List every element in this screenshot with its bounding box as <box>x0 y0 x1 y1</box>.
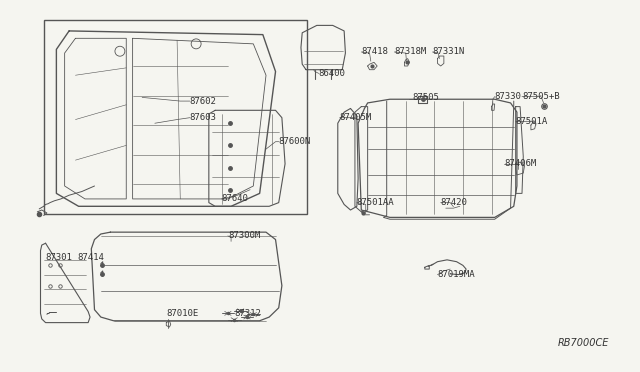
Text: 87331N: 87331N <box>433 48 465 57</box>
Text: 87640: 87640 <box>221 195 248 203</box>
Text: RB7000CE: RB7000CE <box>557 338 609 348</box>
Text: 87318M: 87318M <box>394 48 427 57</box>
Text: 87301: 87301 <box>45 253 72 263</box>
Text: 87505+B: 87505+B <box>522 92 559 101</box>
Text: 87406M: 87406M <box>504 159 536 169</box>
Text: 87414: 87414 <box>77 253 104 263</box>
Text: 87010E: 87010E <box>166 309 198 318</box>
Text: 87405M: 87405M <box>340 113 372 122</box>
Text: 86400: 86400 <box>319 69 346 78</box>
Text: 87420: 87420 <box>441 198 468 207</box>
Text: 87501AA: 87501AA <box>357 198 394 207</box>
Text: 87330: 87330 <box>495 92 522 101</box>
Bar <box>44 20 307 214</box>
Text: 87501A: 87501A <box>516 117 548 126</box>
Text: 87602: 87602 <box>190 97 217 106</box>
Text: 87300M: 87300M <box>228 231 260 240</box>
Text: 87600N: 87600N <box>278 137 311 146</box>
Text: 87418: 87418 <box>362 48 388 57</box>
Text: 87505: 87505 <box>412 93 439 102</box>
Text: 87019MA: 87019MA <box>438 270 475 279</box>
Text: 87312: 87312 <box>234 309 261 318</box>
Text: 87603: 87603 <box>190 113 217 122</box>
